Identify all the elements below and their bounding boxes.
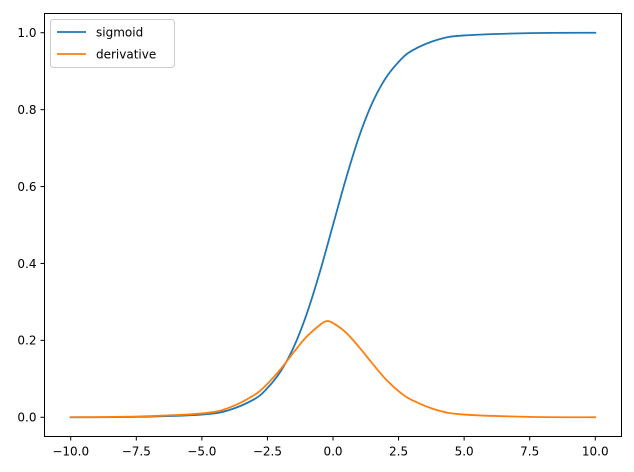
- x-tick-label: −7.5: [122, 445, 151, 459]
- y-tick-label: 0.2: [17, 334, 36, 348]
- y-axis-ticks: 0.0 0.2 0.4 0.6 0.8 1.0: [17, 26, 45, 425]
- legend-label-sigmoid: sigmoid: [96, 26, 143, 40]
- x-tick-label: −10.0: [52, 445, 89, 459]
- series-line-sigmoid: [69, 31, 597, 419]
- y-tick-label: 0.0: [17, 411, 36, 425]
- x-axis-ticks: −10.0 −7.5 −5.0 −2.5 0.0 2.5 5.0 7.5 10.0: [52, 436, 609, 459]
- y-tick-label: 0.4: [17, 257, 36, 271]
- y-tick-label: 1.0: [17, 26, 36, 40]
- x-tick-label: −5.0: [187, 445, 216, 459]
- y-tick-label: 0.6: [17, 180, 36, 194]
- plot-frame: [44, 13, 622, 437]
- y-tick-label: 0.8: [17, 103, 36, 117]
- x-tick-label: −2.5: [253, 445, 282, 459]
- legend: sigmoid derivative: [50, 19, 175, 68]
- legend-label-derivative: derivative: [96, 48, 156, 62]
- series-line-derivative: [69, 320, 597, 419]
- series-layer: [69, 31, 597, 419]
- x-tick-label: 0.0: [323, 445, 342, 459]
- x-tick-label: 10.0: [582, 445, 609, 459]
- x-tick-label: 2.5: [389, 445, 408, 459]
- x-tick-label: 7.5: [520, 445, 539, 459]
- x-tick-label: 5.0: [455, 445, 474, 459]
